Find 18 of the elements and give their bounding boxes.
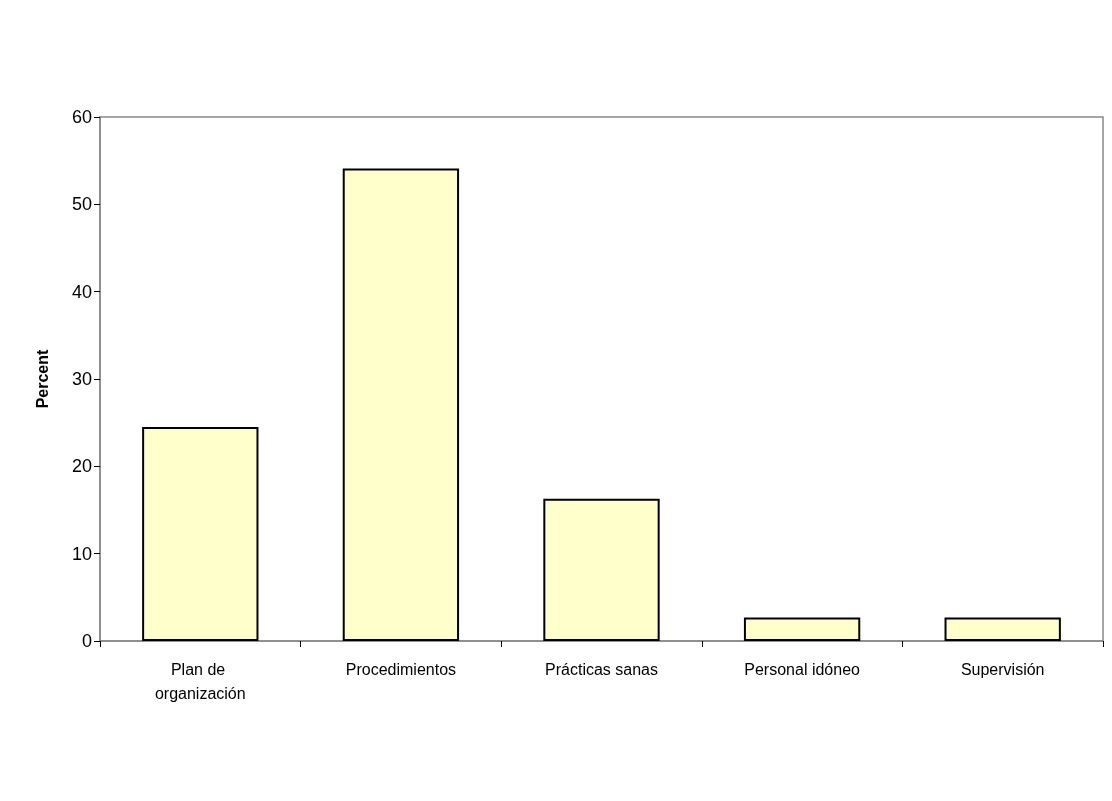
y-tick-label: 0 [81, 631, 92, 651]
x-tick-label: Personal idóneo [744, 660, 861, 678]
x-tick-label: Plan de organización [154, 660, 246, 702]
y-tick-label: 10 [71, 543, 92, 564]
bar [543, 498, 660, 641]
bar [944, 617, 1061, 641]
x-tick-label: Prácticas sanas [545, 660, 658, 678]
bar [743, 617, 861, 641]
y-tick-label: 50 [71, 194, 92, 215]
x-tick-label: Procedimientos [345, 660, 457, 678]
bar [142, 427, 259, 641]
y-tick-label: 20 [71, 456, 92, 477]
y-axis-title: Percent [33, 348, 51, 409]
y-tick-label: 40 [71, 281, 92, 302]
y-tick-label: 60 [71, 107, 92, 127]
x-tick-label: Supervisión [960, 660, 1045, 678]
y-tick-label: 30 [71, 369, 92, 389]
bar [342, 168, 460, 641]
